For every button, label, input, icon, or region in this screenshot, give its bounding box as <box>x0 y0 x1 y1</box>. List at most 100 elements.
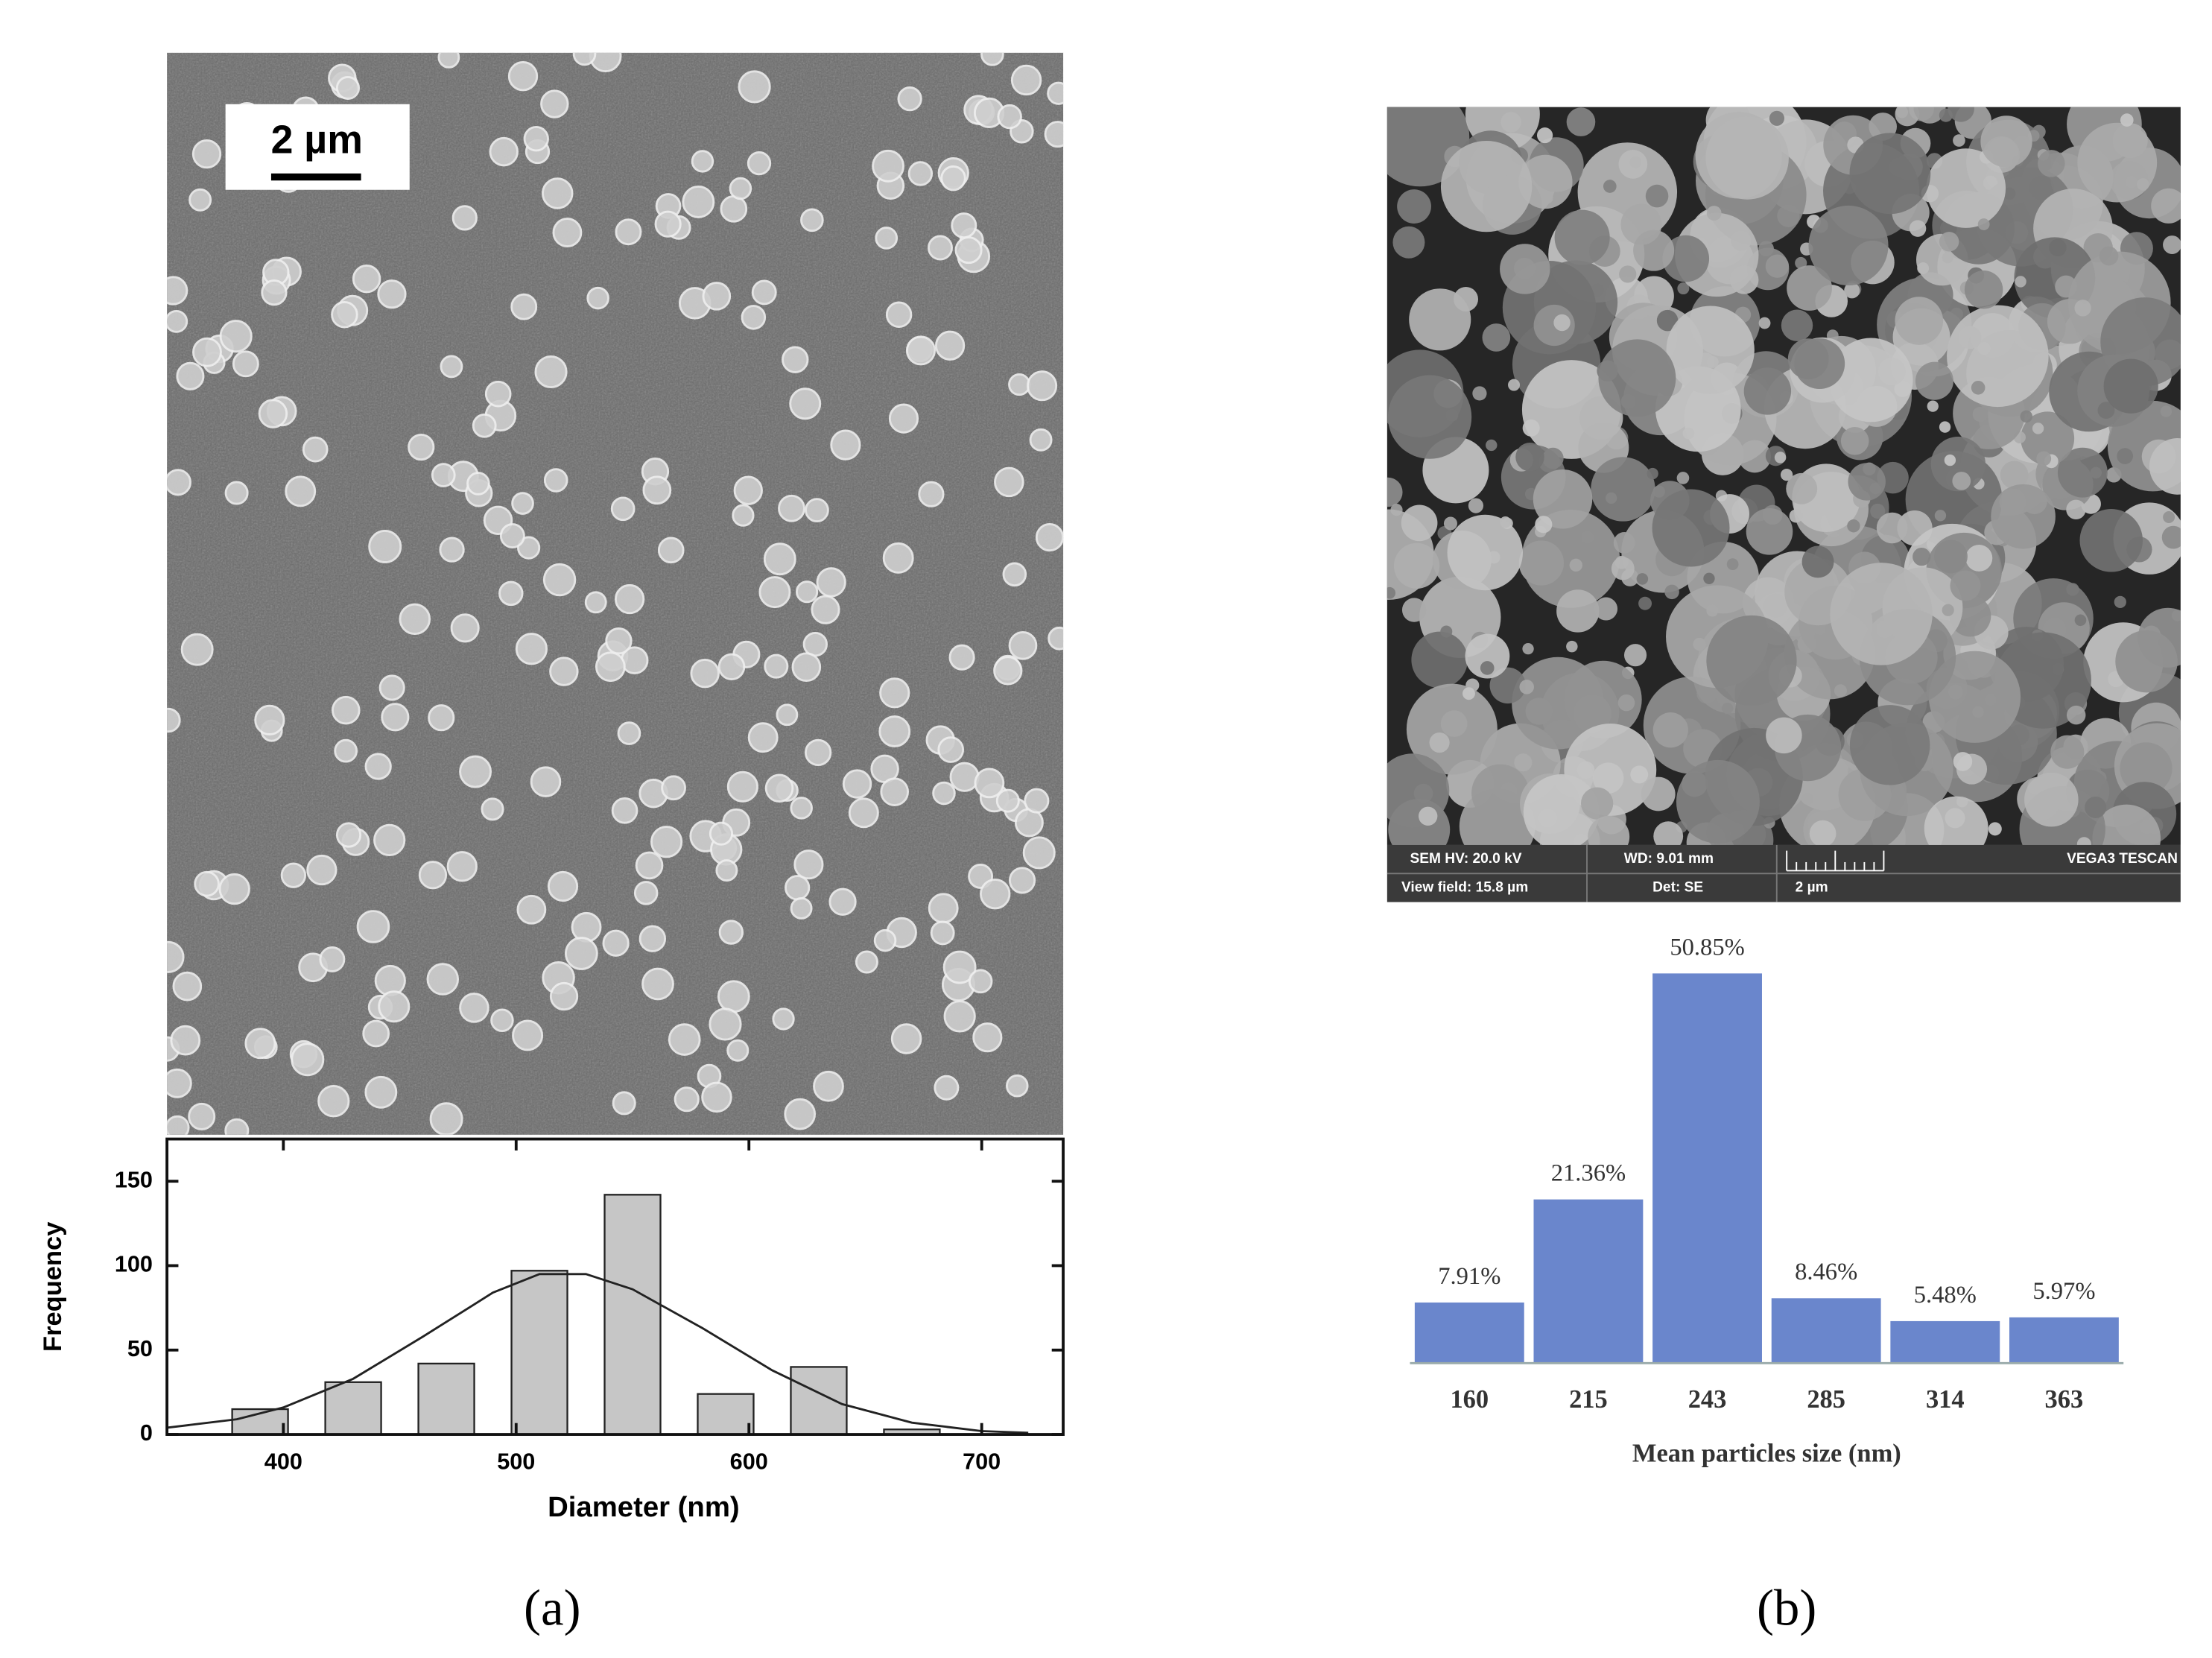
particle <box>1554 209 1610 265</box>
particle <box>1569 558 1582 572</box>
particle <box>2057 447 2108 498</box>
particle <box>2161 525 2181 549</box>
particle <box>170 1025 201 1056</box>
particle <box>951 212 977 239</box>
particle <box>595 651 626 683</box>
particle <box>2038 150 2065 177</box>
particle <box>747 151 772 176</box>
y-tick-label: 50 <box>127 1336 153 1361</box>
particle <box>1533 469 1593 529</box>
particle <box>842 769 872 799</box>
x-tick-label: 400 <box>264 1449 302 1474</box>
particle <box>1387 477 1403 507</box>
particle <box>334 738 358 763</box>
particle <box>1729 265 1759 294</box>
particle <box>167 469 191 496</box>
bar <box>2009 1317 2119 1364</box>
particle <box>1926 148 2006 228</box>
particle <box>515 633 548 665</box>
particle <box>1743 367 1792 415</box>
particle <box>709 821 734 846</box>
particle <box>1786 472 1818 504</box>
particle <box>332 695 361 725</box>
particle <box>905 335 936 366</box>
particle <box>1795 256 1807 269</box>
particle <box>615 218 642 246</box>
particle <box>1588 815 1630 845</box>
particle <box>878 715 911 747</box>
particle <box>1465 633 1510 679</box>
particle <box>690 658 720 689</box>
particle <box>1535 516 1553 534</box>
particle <box>701 1081 732 1113</box>
particle <box>2120 742 2173 795</box>
particle <box>880 777 910 806</box>
particle <box>1789 509 1803 523</box>
particle <box>258 399 288 428</box>
particle <box>167 707 181 733</box>
particle <box>654 210 682 238</box>
particle <box>331 300 358 329</box>
particle <box>1703 572 1715 584</box>
sem-particles <box>167 52 1064 1135</box>
particle <box>1840 426 1869 455</box>
x-tick-label: 363 <box>2045 1385 2084 1414</box>
bar <box>790 1366 848 1436</box>
particle <box>364 753 392 780</box>
particle <box>1849 133 1931 215</box>
particle <box>729 177 752 200</box>
particle <box>232 350 259 378</box>
particle <box>510 293 538 320</box>
particle <box>2003 187 2016 200</box>
particle <box>1988 822 2002 836</box>
particle <box>302 436 329 463</box>
particle <box>804 738 832 767</box>
particle <box>879 677 910 709</box>
particle <box>793 849 824 880</box>
particle <box>1794 338 1845 389</box>
particle <box>816 567 846 598</box>
particle <box>1029 428 1053 452</box>
particle <box>650 826 683 858</box>
particle <box>378 674 405 701</box>
particle <box>1746 507 1793 555</box>
particle <box>930 920 955 946</box>
particle <box>928 235 953 261</box>
particle <box>972 1022 1003 1053</box>
particle <box>224 481 249 505</box>
fit-curve <box>166 1273 1029 1434</box>
particle <box>935 330 966 361</box>
particle <box>848 797 879 829</box>
bar <box>1652 973 1762 1364</box>
particle <box>1409 288 1471 351</box>
particle <box>1952 472 1971 490</box>
particle <box>873 928 897 952</box>
particle <box>758 576 791 609</box>
particle <box>1971 380 1986 395</box>
particle <box>1440 625 1453 638</box>
particle <box>1636 573 1649 585</box>
particle <box>451 205 478 231</box>
particle <box>1849 705 1930 785</box>
particle <box>1641 776 1676 811</box>
particle <box>1008 373 1031 396</box>
particle <box>2024 772 2079 827</box>
particle <box>612 1091 636 1116</box>
particle <box>2137 178 2149 191</box>
particle <box>2103 358 2158 414</box>
particle <box>446 851 478 882</box>
info-text: WD: 9.01 mm <box>1624 851 1714 867</box>
info-text: SEM HV: 20.0 kV <box>1410 851 1521 867</box>
particle <box>897 86 922 112</box>
particle <box>1482 323 1511 352</box>
particle <box>1564 660 1642 738</box>
particle <box>789 387 822 420</box>
particle <box>1769 110 1785 126</box>
particle <box>571 911 602 943</box>
particle <box>459 755 492 788</box>
x-axis-label: Mean particles size (nm) <box>1632 1440 1901 1468</box>
particle <box>702 282 732 311</box>
particle <box>167 940 185 973</box>
value-label: 50.85% <box>1670 934 1744 961</box>
particle <box>335 822 362 848</box>
